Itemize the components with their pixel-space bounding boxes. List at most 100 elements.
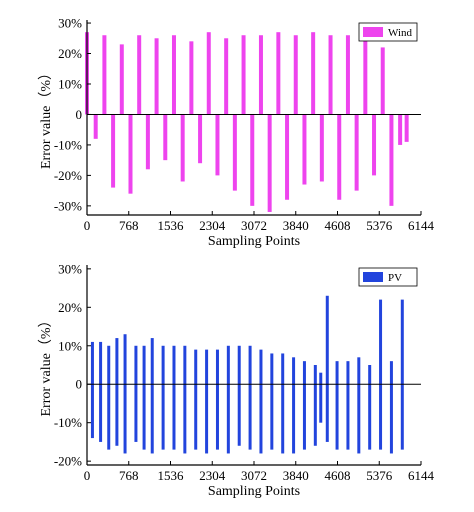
bar <box>206 32 211 115</box>
bar <box>93 114 98 139</box>
x-tick-label: 4608 <box>325 468 351 483</box>
bar <box>145 114 150 170</box>
x-tick-label: 5376 <box>366 218 393 233</box>
bar <box>119 44 124 115</box>
bar <box>189 41 194 115</box>
plot-0: Wind <box>85 20 422 216</box>
y-tick-label: -30% <box>54 198 82 213</box>
bar <box>171 35 176 115</box>
y-tick-label: 0 <box>76 107 83 122</box>
x-axis-label: Sampling Points <box>208 484 300 499</box>
bar-negative <box>325 384 329 442</box>
bar-negative <box>389 384 393 454</box>
legend: PV <box>358 267 418 287</box>
bar-positive <box>99 341 103 385</box>
bar-negative <box>215 384 219 450</box>
bar-positive <box>134 345 138 385</box>
bar-positive <box>142 345 146 385</box>
bar-positive <box>183 345 187 385</box>
bar-negative <box>270 384 274 450</box>
bar-negative <box>134 384 138 442</box>
bar <box>250 114 255 206</box>
bar-negative <box>90 384 94 439</box>
x-tick-label: 0 <box>84 218 91 233</box>
x-tick-label: 4608 <box>325 218 351 233</box>
bar <box>398 114 403 145</box>
bar-negative <box>346 384 350 450</box>
bar-negative <box>400 384 404 450</box>
bar-positive <box>302 361 306 385</box>
bar-negative <box>319 384 323 423</box>
bar-negative <box>357 384 361 454</box>
bar <box>293 35 298 115</box>
bar <box>267 114 272 212</box>
bar <box>354 114 359 191</box>
bar-positive <box>90 341 94 385</box>
bar <box>311 32 316 115</box>
bar-positive <box>368 365 372 385</box>
bar-negative <box>368 384 372 450</box>
bar-positive <box>319 372 323 385</box>
bar-negative <box>150 384 154 454</box>
bar-negative <box>107 384 111 450</box>
y-tick-label: 20% <box>58 300 82 315</box>
legend-swatch <box>363 272 383 282</box>
bar-negative <box>123 384 127 454</box>
bar-negative <box>194 384 198 450</box>
bar-negative <box>172 384 176 450</box>
y-tick-label: 30% <box>58 261 82 276</box>
bar-negative <box>248 384 252 450</box>
bar <box>345 35 350 115</box>
y-tick-label: 30% <box>58 16 82 31</box>
bar <box>328 35 333 115</box>
y-tick-label: -10% <box>54 415 82 430</box>
y-axis-label: Error value（%） <box>38 313 54 416</box>
bar-negative <box>313 384 317 446</box>
bar-negative <box>379 384 383 450</box>
legend: Wind <box>358 22 418 42</box>
bar-negative <box>205 384 209 454</box>
bar-positive <box>205 349 209 385</box>
bar-positive <box>281 353 285 385</box>
bar <box>276 32 281 115</box>
bar <box>302 114 307 185</box>
x-tick-label: 1536 <box>158 218 185 233</box>
bar-positive <box>379 299 383 385</box>
bar <box>258 35 263 115</box>
bar-positive <box>270 353 274 385</box>
bar-positive <box>215 349 219 385</box>
bar <box>102 35 107 115</box>
bar <box>232 114 237 191</box>
bar-positive <box>123 334 127 385</box>
bar <box>154 38 159 115</box>
x-tick-label: 768 <box>119 218 139 233</box>
y-tick-label: -20% <box>54 168 82 183</box>
bar <box>111 114 116 188</box>
bar <box>224 38 229 115</box>
x-tick-label: 3072 <box>241 468 267 483</box>
bar <box>180 114 185 182</box>
bar-negative <box>183 384 187 454</box>
bar-negative <box>161 384 165 450</box>
bar <box>163 114 168 161</box>
bar-positive <box>400 299 404 385</box>
bar-positive <box>237 345 241 385</box>
bar <box>128 114 133 194</box>
x-tick-label: 3072 <box>241 218 267 233</box>
bar-negative <box>115 384 119 446</box>
bar-negative <box>142 384 146 450</box>
bar-negative <box>237 384 241 446</box>
bar-positive <box>194 349 198 385</box>
y-axis-label: Error value（%） <box>38 66 54 169</box>
bar-negative <box>226 384 230 454</box>
bar <box>285 114 290 200</box>
bar <box>404 114 409 142</box>
x-tick-label: 768 <box>119 468 139 483</box>
y-tick-label: -10% <box>54 137 82 152</box>
x-tick-label: 5376 <box>366 468 393 483</box>
bar-positive <box>226 345 230 385</box>
bar-positive <box>107 345 111 385</box>
bar <box>380 47 385 115</box>
legend-label: Wind <box>388 27 412 39</box>
bar-positive <box>161 345 165 385</box>
